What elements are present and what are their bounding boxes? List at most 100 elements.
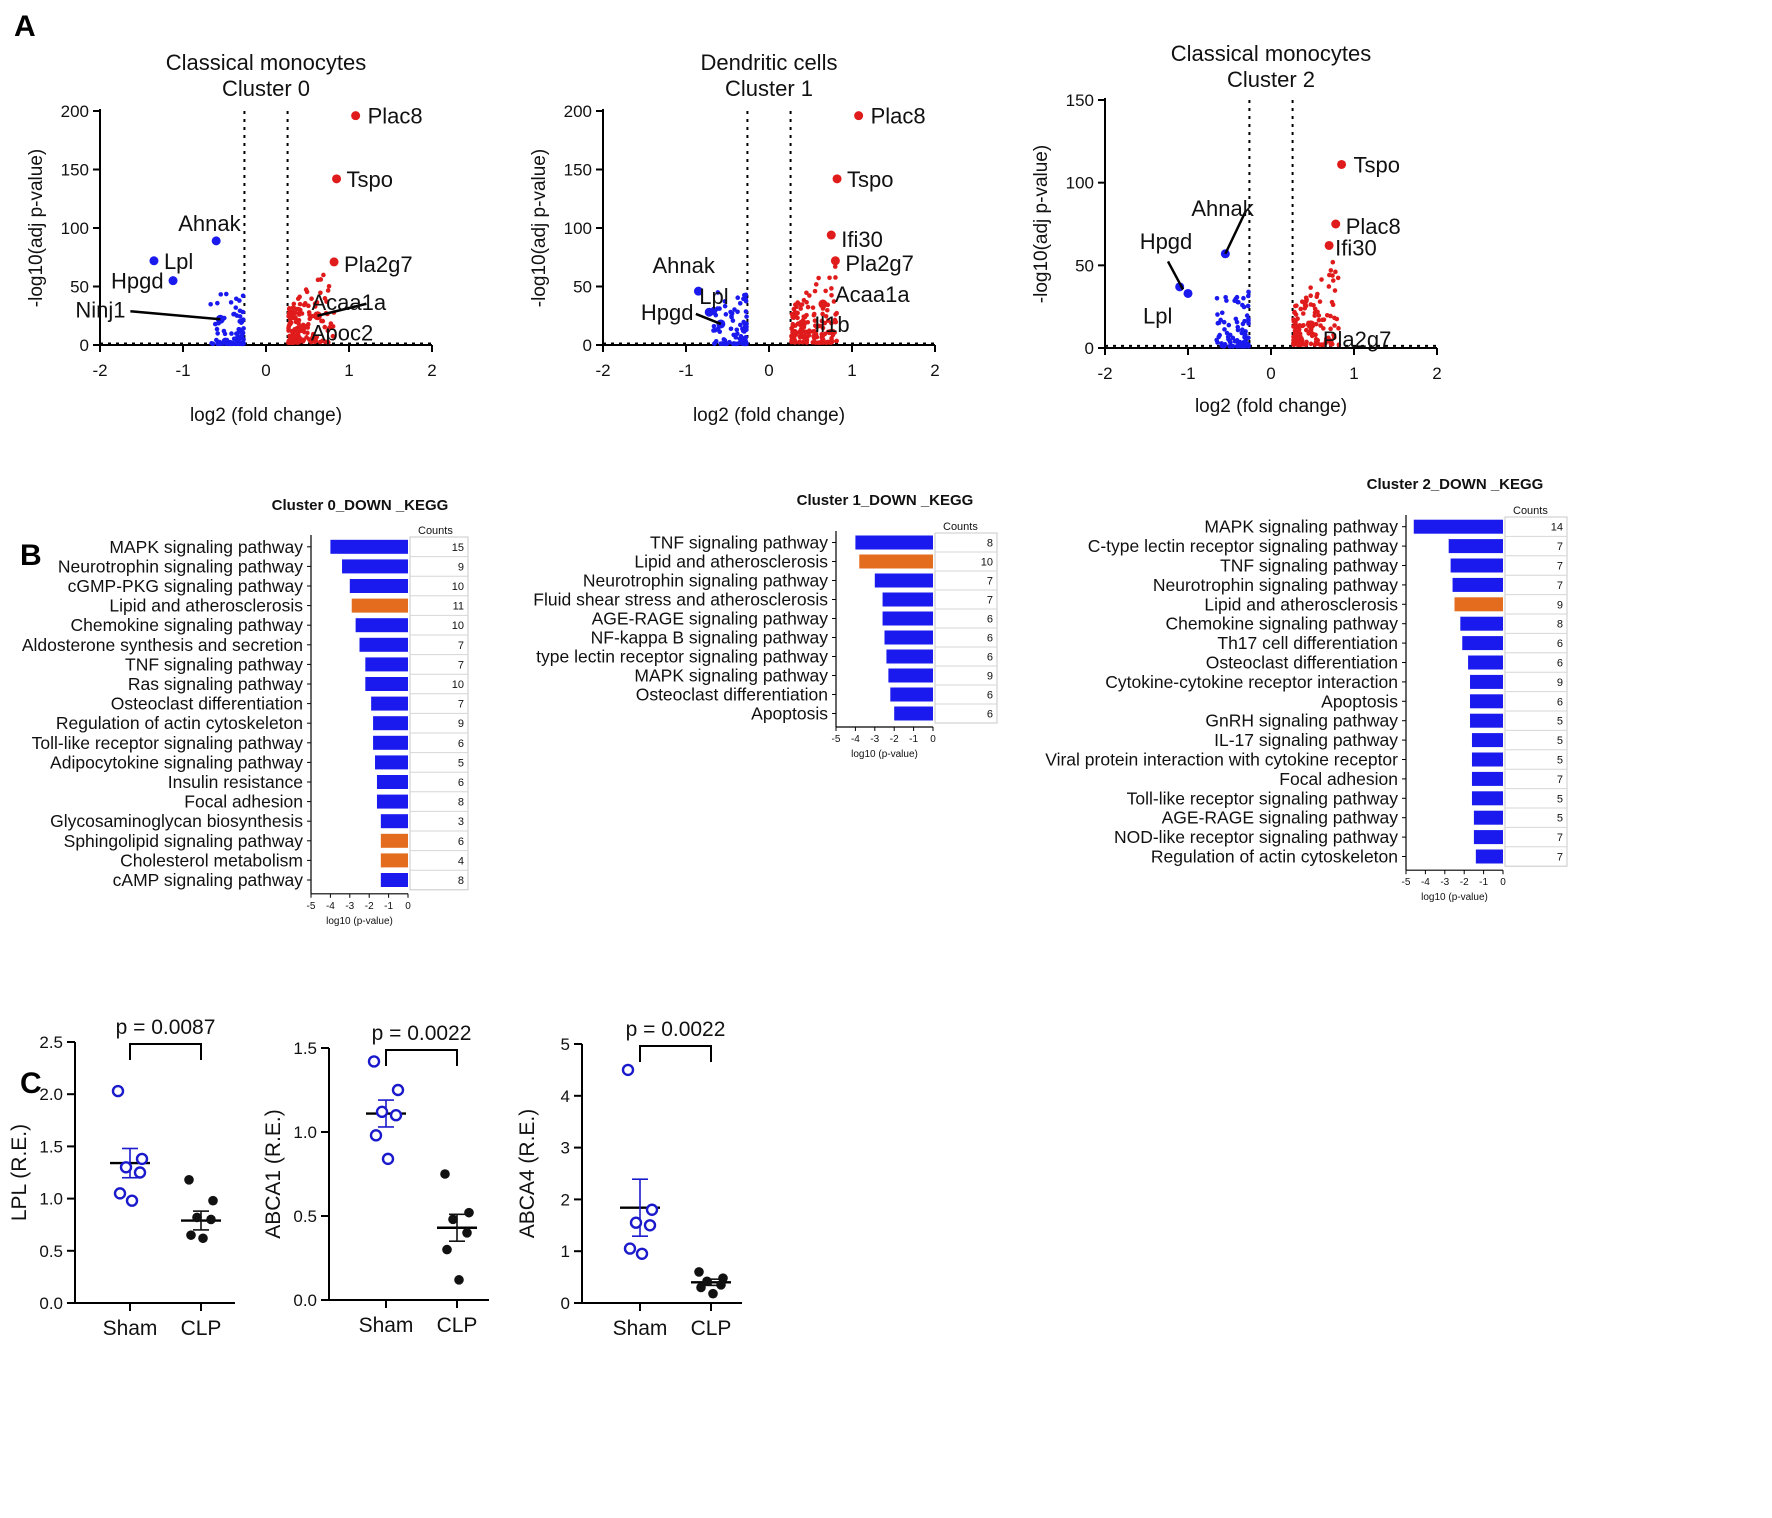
volcano0-point-down bbox=[220, 340, 226, 345]
volcano0-point-down bbox=[241, 317, 246, 322]
volcano2-point-down bbox=[1232, 338, 1238, 344]
volcano0-point-up bbox=[308, 338, 314, 344]
volcano1-point-up bbox=[790, 321, 796, 327]
dot1-clp-point bbox=[442, 1244, 452, 1255]
volcano2-point-up bbox=[1291, 340, 1296, 346]
volcano1-point-il1b bbox=[797, 319, 807, 329]
volcano0-x-tick-label: 1 bbox=[344, 361, 353, 380]
volcano1-gene-label: Lpl bbox=[699, 284, 728, 309]
volcano0-point-pla2g7 bbox=[329, 257, 339, 267]
dot1-y-tick-label: 0.5 bbox=[293, 1207, 317, 1226]
kegg0-bar bbox=[376, 794, 408, 809]
volcano1-point-up bbox=[807, 293, 812, 298]
volcano1-title-line: Cluster 1 bbox=[725, 76, 813, 101]
volcano0-point-up bbox=[296, 317, 302, 323]
volcano0-gene-label: Hpgd bbox=[111, 269, 164, 294]
volcano0-point-down bbox=[215, 300, 220, 306]
kegg1-count-value: 6 bbox=[987, 652, 993, 664]
volcano1-point-up bbox=[823, 313, 829, 319]
kegg1-bar bbox=[874, 573, 933, 588]
dot1-clp-point bbox=[462, 1228, 472, 1238]
kegg0-title: Cluster 0_DOWN _KEGG bbox=[272, 497, 449, 514]
volcano2-point-up bbox=[1308, 285, 1313, 290]
volcano0-point-down bbox=[214, 326, 220, 332]
volcano1-gene-label: Hpgd bbox=[641, 300, 694, 325]
volcano2-point-down bbox=[1224, 330, 1230, 336]
volcano1-point-down bbox=[737, 301, 743, 306]
dot1-significance-bracket bbox=[385, 1049, 458, 1066]
kegg2-x-tick-label: -4 bbox=[1421, 877, 1430, 888]
volcano1-point-down bbox=[712, 341, 717, 347]
volcano2-point-up bbox=[1328, 326, 1333, 332]
kegg1-chart: Cluster 1_DOWN _KEGG Counts -5 -4 -3 -2 -1 0 log… bbox=[533, 492, 998, 760]
volcano2-point-up bbox=[1315, 291, 1320, 297]
kegg0-category-label: cAMP signaling pathway bbox=[113, 870, 304, 890]
dot0-y-tick-label: 0.0 bbox=[39, 1294, 63, 1313]
volcano2-point-down bbox=[1236, 299, 1241, 305]
volcano1-point-up bbox=[812, 318, 818, 323]
kegg0-category-label: cGMP-PKG signaling pathway bbox=[68, 576, 304, 596]
volcano1-point-up bbox=[817, 323, 823, 329]
volcano1-point-up bbox=[832, 330, 837, 335]
kegg0-category-label: Toll-like receptor signaling pathway bbox=[32, 733, 304, 753]
volcano0-point-up bbox=[306, 303, 311, 309]
dot2-y-tick-label: 1 bbox=[561, 1242, 570, 1261]
volcano2-point-up bbox=[1317, 299, 1323, 304]
volcano1-point-up bbox=[804, 290, 809, 296]
volcano1-gene-label: Plac8 bbox=[871, 104, 926, 129]
volcano2-point-up bbox=[1303, 327, 1309, 333]
volcano0-gene-label: Plac8 bbox=[368, 104, 423, 129]
kegg1-bar bbox=[884, 630, 933, 645]
kegg1-x-tick-label: 0 bbox=[930, 734, 936, 745]
volcano2-point-up bbox=[1292, 318, 1297, 323]
dot2-y-tick-label: 5 bbox=[561, 1035, 570, 1054]
volcano1-point-up bbox=[833, 319, 839, 325]
volcano0-point-up bbox=[310, 331, 316, 337]
volcano0-point-up bbox=[292, 327, 297, 332]
volcano1-y-tick-label: 50 bbox=[573, 278, 592, 297]
volcano1-y-axis-label: -log10(adj p-value) bbox=[529, 149, 550, 307]
kegg2-category-label: AGE-RAGE signaling pathway bbox=[1162, 808, 1399, 828]
dot0-y-tick-label: 1.0 bbox=[39, 1190, 63, 1209]
dot0-clp-point bbox=[208, 1195, 218, 1206]
volcano0-point-up bbox=[325, 288, 331, 293]
volcano2-point-up bbox=[1336, 342, 1342, 347]
volcano2-point-up bbox=[1308, 341, 1314, 347]
volcano2-point-down bbox=[1221, 319, 1227, 325]
volcano0-point-up bbox=[315, 277, 321, 283]
kegg2-bar bbox=[1470, 674, 1503, 689]
volcano1-point-up bbox=[790, 338, 795, 344]
volcano2-title-line: Classical monocytes bbox=[1171, 41, 1372, 66]
dot0-clp-point bbox=[198, 1233, 208, 1244]
kegg1-category-label: Osteoclast differentiation bbox=[636, 685, 828, 705]
volcano1-point-up bbox=[796, 329, 802, 335]
kegg2-bar bbox=[1413, 519, 1503, 534]
kegg2-bar bbox=[1471, 752, 1503, 767]
volcano2-point-up bbox=[1318, 323, 1323, 328]
volcano0-gene-label: Pla2g7 bbox=[344, 252, 413, 277]
volcano0-point-up bbox=[291, 340, 297, 345]
volcano1-point-ifi30 bbox=[826, 230, 836, 240]
volcano2-y-tick-label: 50 bbox=[1075, 256, 1094, 275]
volcano2-point-up bbox=[1298, 342, 1303, 347]
volcano1-point-down bbox=[743, 335, 748, 340]
volcano0-point-tspo bbox=[332, 174, 342, 184]
kegg1-x-tick-label: -5 bbox=[832, 734, 841, 745]
volcano0-y-tick-label: 150 bbox=[61, 161, 89, 180]
dot2-y-tick-label: 0 bbox=[561, 1294, 570, 1313]
volcano2-x-tick-label: -2 bbox=[1097, 364, 1112, 383]
kegg2-count-value: 6 bbox=[1557, 638, 1563, 650]
dot0-clp-point bbox=[192, 1212, 202, 1223]
dot1-y-tick-label: 1.5 bbox=[293, 1039, 317, 1058]
volcano2-point-up bbox=[1327, 272, 1332, 278]
volcano1-x-axis-label: log2 (fold change) bbox=[693, 405, 845, 426]
dot2-clp-point bbox=[702, 1276, 712, 1287]
kegg2-category-label: Focal adhesion bbox=[1279, 769, 1398, 789]
volcano2-leader-line bbox=[1224, 209, 1248, 255]
dot0-y-tick-label: 1.5 bbox=[39, 1137, 63, 1156]
volcano1-point-up bbox=[834, 338, 839, 344]
volcano1-point-up bbox=[828, 329, 833, 334]
volcano2-point-up bbox=[1313, 336, 1319, 342]
kegg0-bar bbox=[373, 735, 408, 750]
